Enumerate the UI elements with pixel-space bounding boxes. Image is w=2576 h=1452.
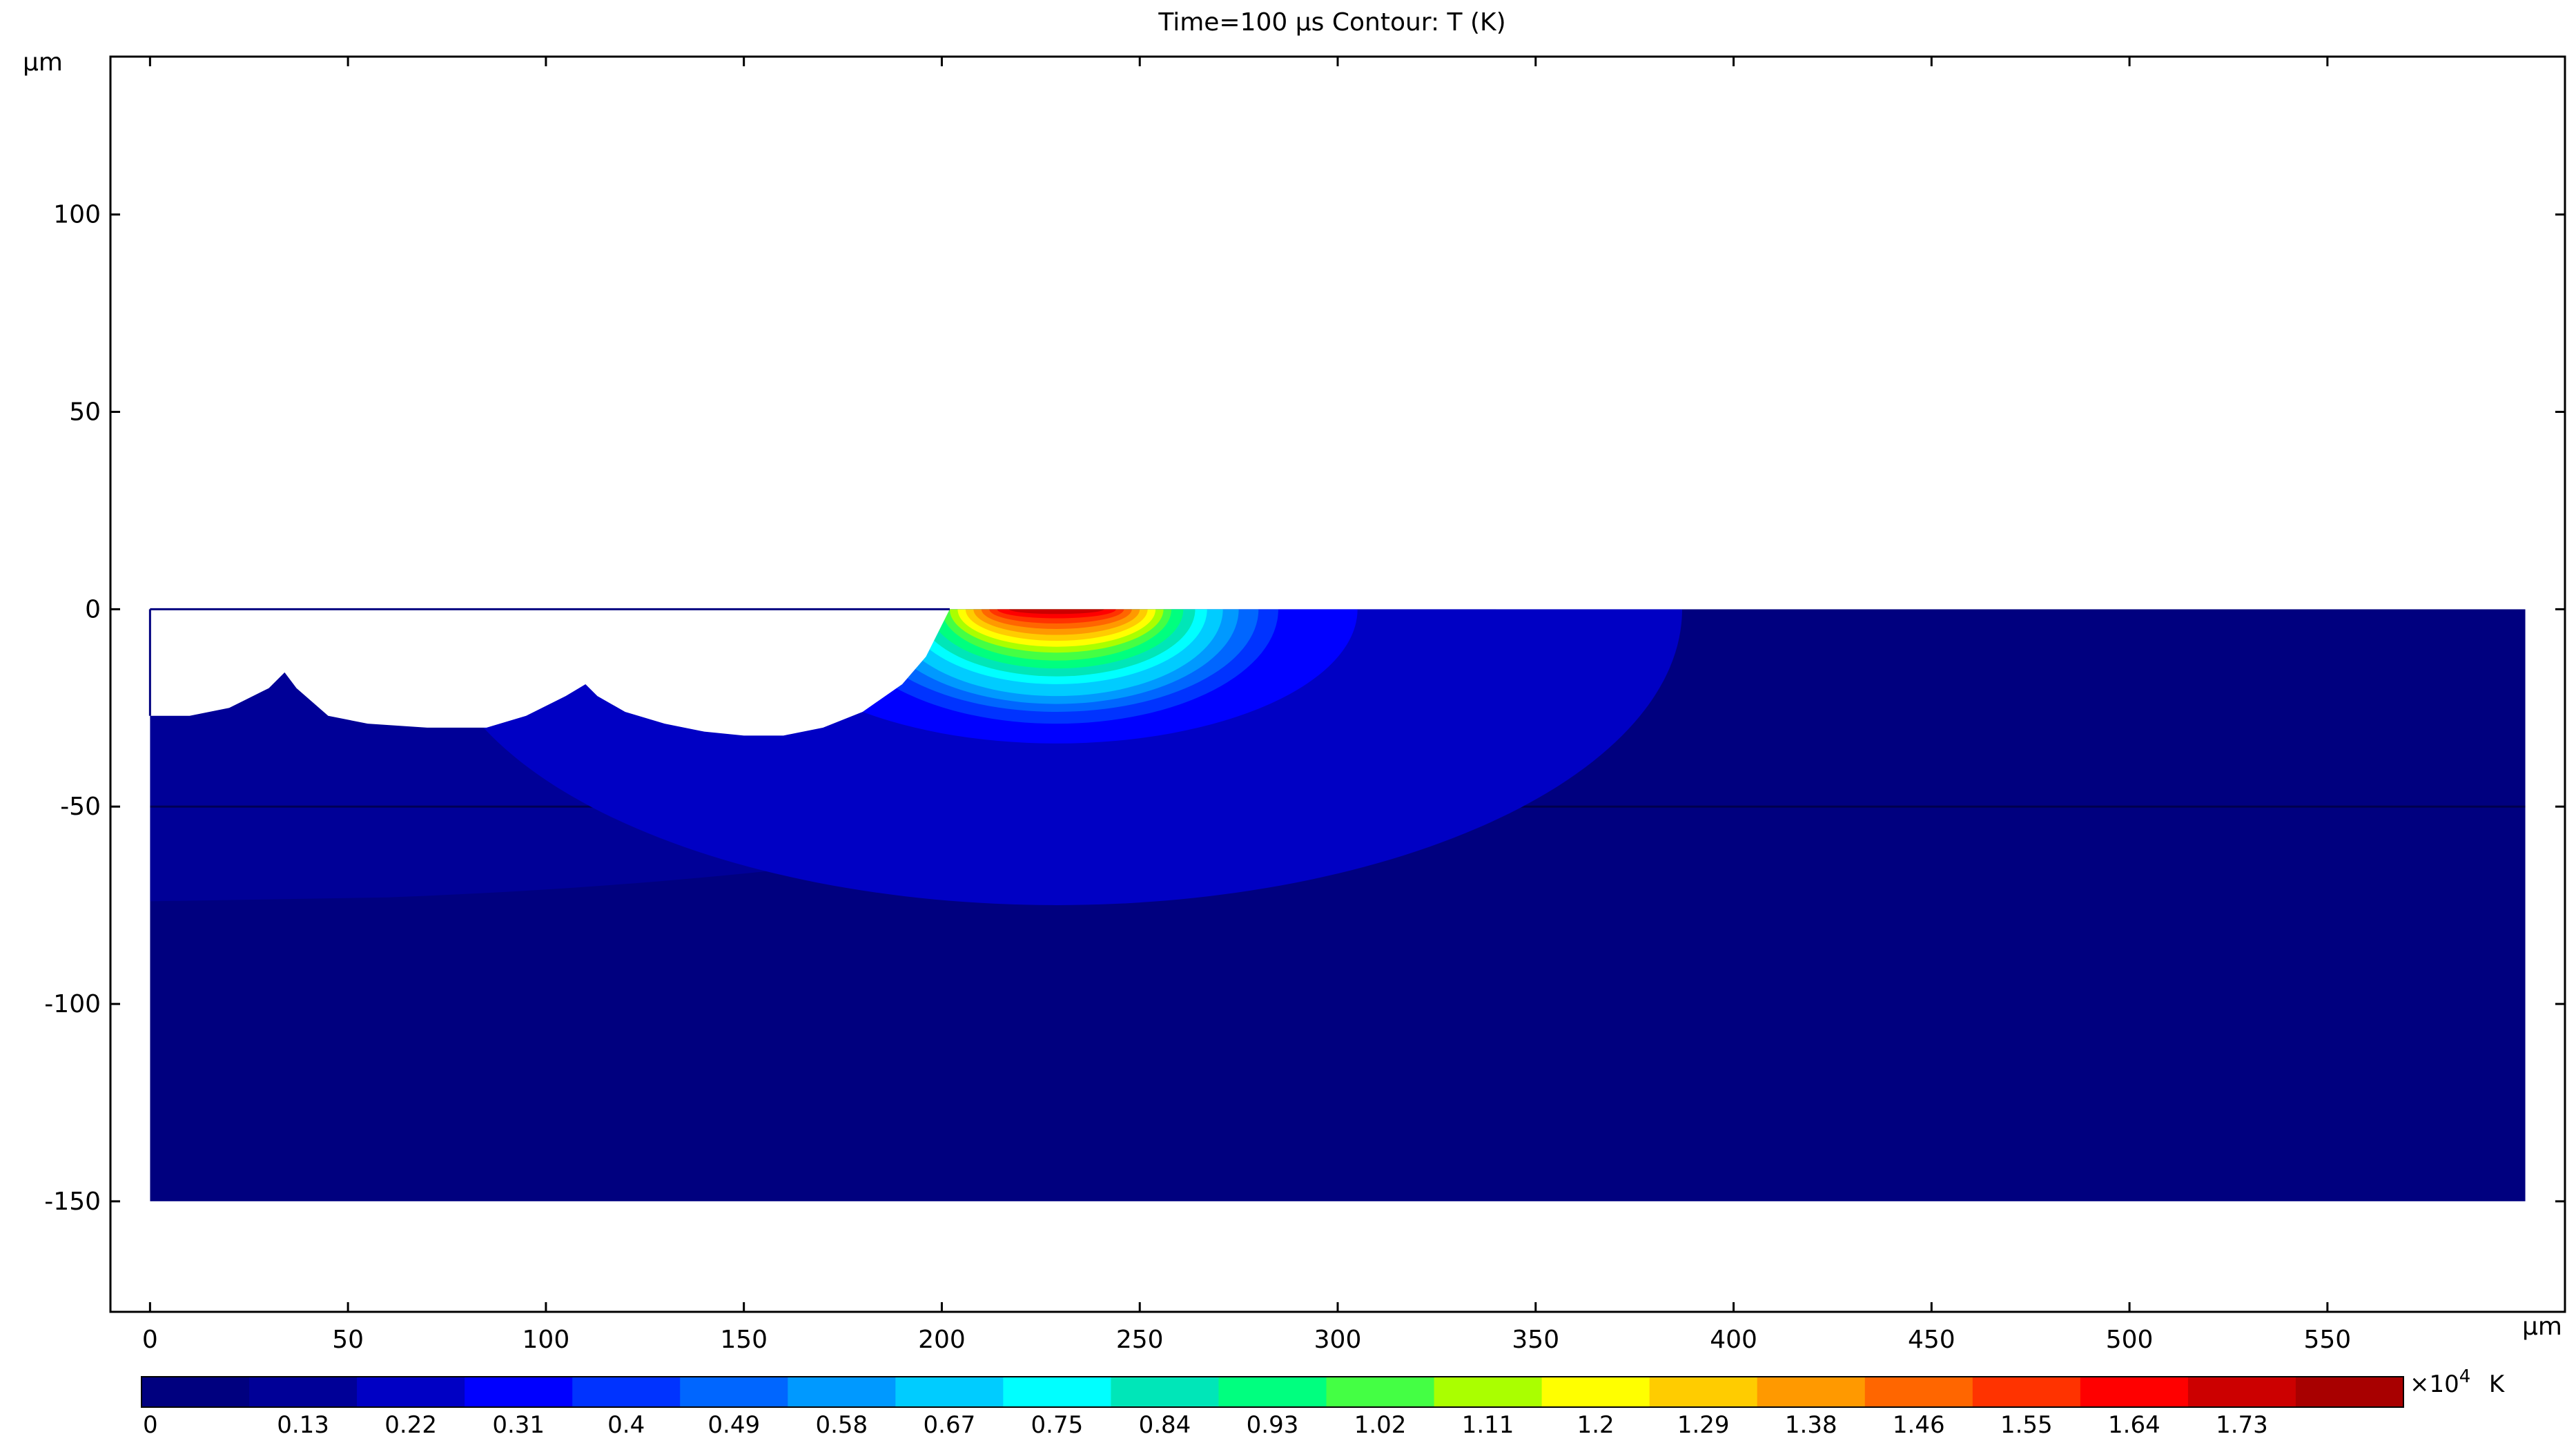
colorbar-swatch <box>895 1377 1004 1407</box>
colorbar-tick-label: 1.38 <box>1785 1411 1837 1439</box>
colorbar-swatch <box>465 1377 574 1407</box>
colorbar-tick-label: 1.11 <box>1462 1411 1514 1439</box>
colorbar-unit: K <box>2489 1371 2506 1398</box>
colorbar-frame <box>141 1376 2404 1408</box>
y-tick-label: -50 <box>60 793 101 821</box>
colorbar-swatch <box>2187 1377 2296 1407</box>
colorbar-tick-label: 1.46 <box>1893 1411 1945 1439</box>
colorbar-swatch <box>1111 1377 1220 1407</box>
colorbar-tick-label: 0.75 <box>1031 1411 1084 1439</box>
x-tick-label: 550 <box>2304 1326 2352 1354</box>
colorbar-swatch <box>1541 1377 1650 1407</box>
ablated-crater-region <box>150 609 950 736</box>
colorbar-swatch <box>680 1377 789 1407</box>
x-axis-ticks: 0 50 100 150 200 250 300 350 400 450 500 550 <box>142 57 2351 1354</box>
colorbar-swatch <box>1326 1377 1435 1407</box>
x-tick-label: 250 <box>1116 1326 1164 1354</box>
colorbar-tick-label: 1.2 <box>1577 1411 1614 1439</box>
colorbar-swatch <box>1434 1377 1543 1407</box>
colorbar-tick-label: 0.13 <box>277 1411 329 1439</box>
x-tick-label: 350 <box>1512 1326 1559 1354</box>
colorbar-multiplier-base: ×10 <box>2410 1371 2459 1398</box>
colorbar-swatch <box>572 1377 681 1407</box>
colorbar-tick-label: 0.31 <box>492 1411 545 1439</box>
x-tick-label: 0 <box>142 1326 158 1354</box>
x-tick-label: 150 <box>720 1326 768 1354</box>
colorbar-swatch <box>357 1377 466 1407</box>
colorbar-swatch <box>142 1377 251 1407</box>
colorbar-swatch <box>1218 1377 1327 1407</box>
y-tick-label: 50 <box>69 398 101 427</box>
colorbar-tick-label: 0.49 <box>708 1411 760 1439</box>
colorbar-tick-labels: 0 0.13 0.22 0.31 0.4 0.49 0.58 0.67 0.75 0.84 0.93… <box>143 1411 2268 1439</box>
y-axis-unit-label: µm <box>23 48 63 77</box>
plot-title: Time=100 µs Contour: T (K) <box>1158 8 1505 37</box>
colorbar-tick-label: 0 <box>143 1411 158 1439</box>
colorbar-tick-label: 1.64 <box>2108 1411 2160 1439</box>
y-tick-label: 0 <box>85 595 101 623</box>
colorbar-swatch <box>788 1377 897 1407</box>
colorbar-swatch <box>1972 1377 2081 1407</box>
colorbar-tick-label: 0.22 <box>384 1411 437 1439</box>
y-axis-ticks: 100 50 0 -50 -100 -150 <box>44 201 2565 1216</box>
colorbar-swatch <box>2295 1377 2404 1407</box>
temperature-field <box>148 608 2526 1201</box>
colorbar-tick-label: 1.73 <box>2216 1411 2268 1439</box>
colorbar-tick-label: 0.67 <box>924 1411 976 1439</box>
field-layers <box>150 609 2526 1201</box>
colorbar-swatch <box>1649 1377 1758 1407</box>
colorbar-tick-label: 0.58 <box>815 1411 868 1439</box>
x-tick-label: 50 <box>332 1326 364 1354</box>
x-axis-unit-label: µm <box>2522 1313 2562 1341</box>
x-tick-label: 450 <box>1908 1326 1955 1354</box>
colorbar-swatch <box>1757 1377 1866 1407</box>
colorbar-tick-label: 0.4 <box>607 1411 645 1439</box>
x-tick-label: 300 <box>1314 1326 1362 1354</box>
colorbar-tick-label: 0.84 <box>1139 1411 1191 1439</box>
x-tick-label: 400 <box>1710 1326 1757 1354</box>
colorbar-multiplier-exponent: 4 <box>2459 1366 2471 1387</box>
colorbar <box>141 1376 2404 1408</box>
y-tick-label: 100 <box>53 201 101 229</box>
x-tick-label: 200 <box>918 1326 966 1354</box>
colorbar-swatch <box>1003 1377 1112 1407</box>
y-tick-label: -150 <box>44 1188 101 1216</box>
colorbar-tick-label: 1.02 <box>1354 1411 1407 1439</box>
contour-band <box>1008 609 1104 614</box>
x-tick-label: 500 <box>2106 1326 2154 1354</box>
colorbar-tick-label: 1.29 <box>1677 1411 1730 1439</box>
colorbar-multiplier: ×104 <box>2410 1366 2470 1398</box>
colorbar-swatch <box>1864 1377 1973 1407</box>
colorbar-tick-label: 0.93 <box>1247 1411 1299 1439</box>
x-tick-label: 100 <box>523 1326 570 1354</box>
y-tick-label: -100 <box>44 990 101 1018</box>
colorbar-swatch <box>249 1377 358 1407</box>
colorbar-tick-label: 1.55 <box>2000 1411 2053 1439</box>
colorbar-swatch <box>2080 1377 2189 1407</box>
